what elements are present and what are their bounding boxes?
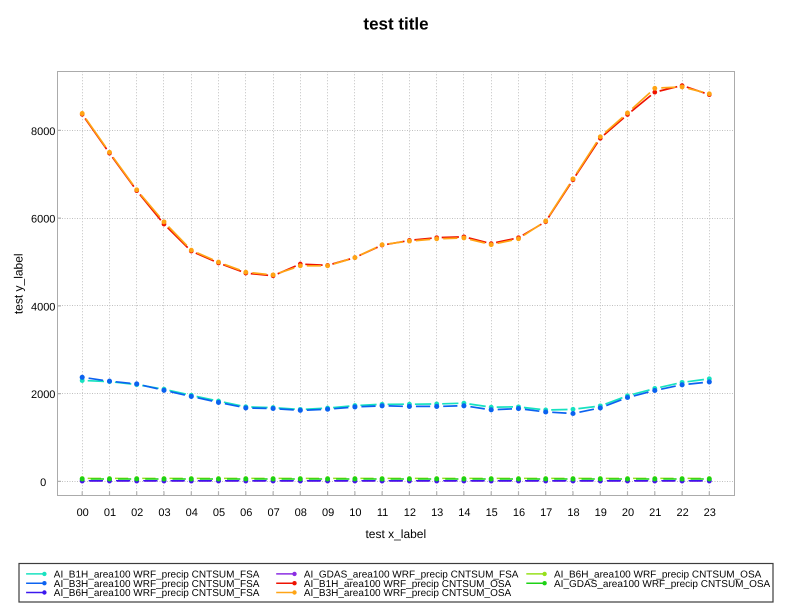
svg-text:12: 12 [404,507,416,519]
svg-text:18: 18 [567,507,579,519]
svg-text:02: 02 [131,507,143,519]
svg-text:AI_GDAS_area100 WRF_precip CNT: AI_GDAS_area100 WRF_precip CNTSUM_OSA [554,579,771,590]
svg-text:AI_B6H_area100 WRF_precip CNTS: AI_B6H_area100 WRF_precip CNTSUM_OSA [554,570,762,581]
svg-text:21: 21 [649,507,661,519]
svg-text:00: 00 [77,507,89,519]
svg-text:0: 0 [40,477,46,489]
svg-text:2000: 2000 [31,389,55,401]
svg-text:test title: test title [363,15,428,34]
svg-text:11: 11 [377,507,388,519]
svg-text:17: 17 [540,507,552,519]
svg-text:10: 10 [349,507,361,519]
svg-text:22: 22 [676,507,688,519]
svg-text:16: 16 [513,507,525,519]
svg-text:AI_B1H_area100 WRF_precip CNTS: AI_B1H_area100 WRF_precip CNTSUM_FSA [54,570,260,581]
svg-text:04: 04 [186,507,198,519]
svg-text:test y_label: test y_label [11,253,25,314]
svg-text:06: 06 [240,507,252,519]
svg-text:AI_B1H_area100 WRF_precip CNTS: AI_B1H_area100 WRF_precip CNTSUM_OSA [304,579,512,590]
svg-text:test x_label: test x_label [365,527,426,541]
svg-text:09: 09 [322,507,334,519]
svg-text:8000: 8000 [31,126,55,138]
svg-text:14: 14 [458,507,470,519]
svg-text:05: 05 [213,507,225,519]
svg-text:AI_B3H_area100 WRF_precip CNTS: AI_B3H_area100 WRF_precip CNTSUM_OSA [304,588,512,599]
svg-text:6000: 6000 [31,214,55,226]
svg-text:03: 03 [158,507,170,519]
svg-text:AI_B6H_area100 WRF_precip CNTS: AI_B6H_area100 WRF_precip CNTSUM_FSA [54,588,260,599]
svg-text:15: 15 [486,507,498,519]
svg-text:AI_B3H_area100 WRF_precip CNTS: AI_B3H_area100 WRF_precip CNTSUM_FSA [54,579,260,590]
svg-text:23: 23 [704,507,716,519]
svg-text:01: 01 [104,507,116,519]
svg-text:07: 07 [267,507,279,519]
svg-text:13: 13 [431,507,443,519]
svg-text:20: 20 [622,507,634,519]
svg-text:AI_GDAS_area100 WRF_precip CNT: AI_GDAS_area100 WRF_precip CNTSUM_FSA [304,570,519,581]
svg-text:4000: 4000 [31,301,55,313]
svg-text:19: 19 [595,507,607,519]
svg-text:08: 08 [295,507,307,519]
